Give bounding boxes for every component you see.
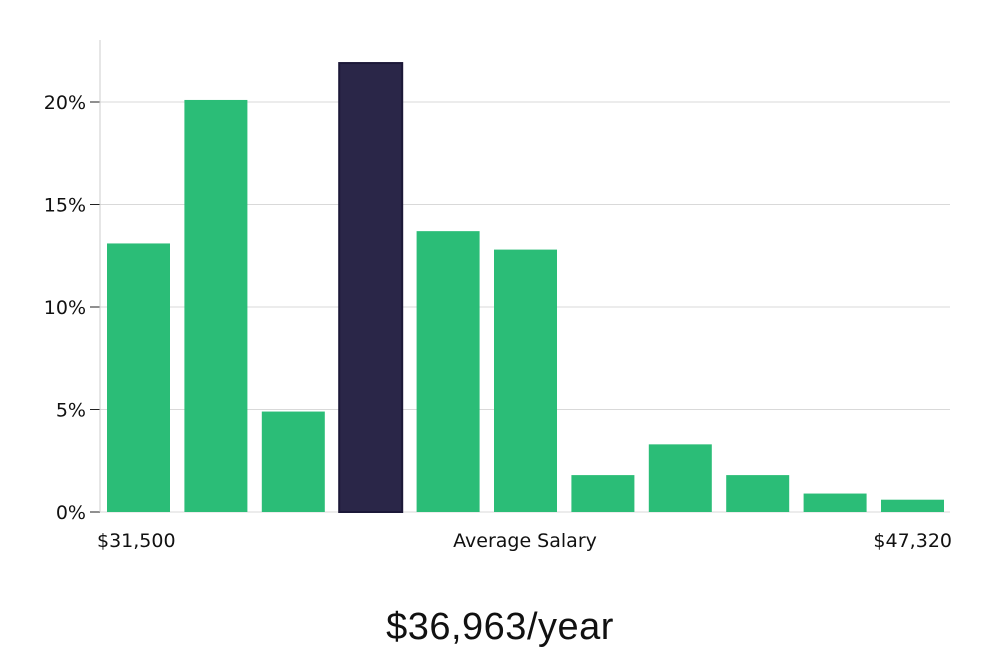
x-axis-max-label: $47,320 [873, 530, 952, 552]
bar [803, 493, 867, 512]
y-tick-label: 15% [44, 195, 86, 217]
y-tick-label: 10% [44, 297, 86, 319]
bar [261, 411, 325, 512]
bar [571, 475, 635, 512]
bar-highlighted [338, 62, 404, 514]
average-salary-value: $36,963/year [386, 606, 614, 648]
bars [107, 62, 944, 514]
x-axis-min-label: $31,500 [97, 530, 176, 552]
bar [184, 99, 248, 512]
bar [494, 249, 557, 512]
y-tick-label: 20% [44, 92, 86, 114]
tick-labels: 0% 5% 10% 15% 20% [44, 92, 86, 524]
bar [726, 475, 790, 512]
x-axis-title: Average Salary [453, 530, 597, 552]
bar [416, 231, 480, 512]
bar [648, 444, 712, 512]
chart-canvas: 0% 5% 10% 15% 20% $31,500 Average Salary $47… [44, 40, 952, 552]
y-tick-label: 5% [56, 400, 86, 422]
bar [107, 243, 170, 512]
y-tick-label: 0% [56, 502, 86, 524]
bar [881, 499, 944, 512]
